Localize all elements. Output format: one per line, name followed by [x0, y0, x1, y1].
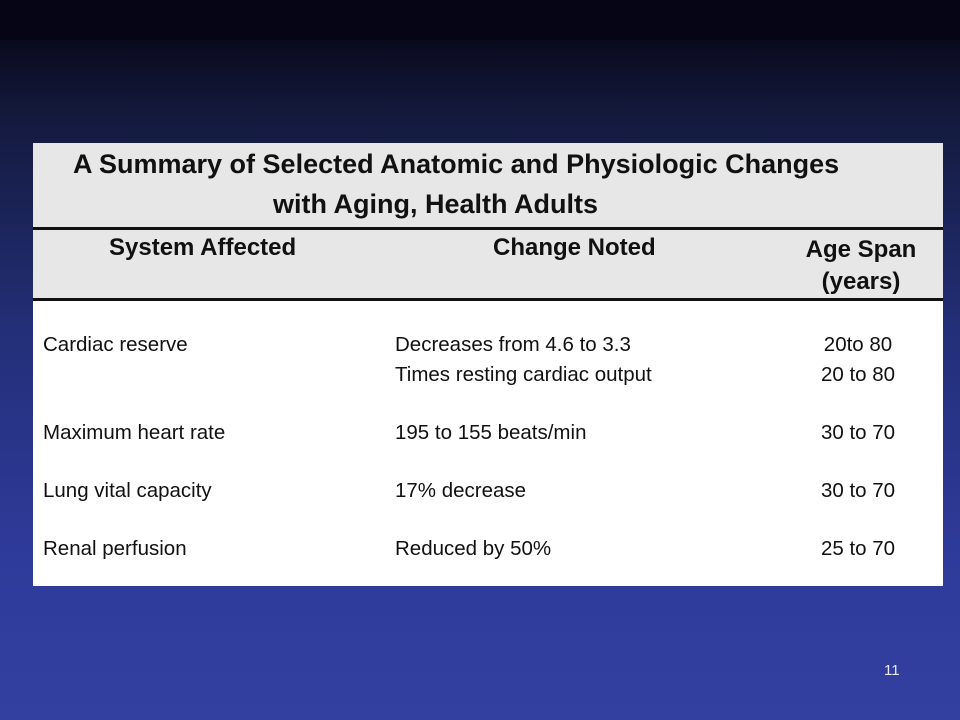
table-cell-age: 30 to 70 — [820, 479, 896, 502]
table-cell-age: 20 to 80 — [820, 363, 896, 386]
table-cell-age: 20to 80 — [823, 333, 893, 356]
table-cell-age: 30 to 70 — [820, 421, 896, 444]
header-divider — [33, 298, 943, 301]
table-title-line-2: with Aging, Health Adults — [273, 189, 598, 219]
table-cell-system: Lung vital capacity — [43, 479, 212, 502]
title-divider — [33, 227, 943, 230]
table-cell-change: 17% decrease — [395, 479, 527, 502]
header-change-noted: Change Noted — [493, 234, 656, 261]
header-age-span: Age Span (years) — [801, 234, 921, 298]
table-cell-system: Renal perfusion — [43, 537, 187, 560]
table-cell-system: Maximum heart rate — [43, 421, 226, 444]
header-age-span-line-2: (years) — [821, 268, 901, 295]
table-cell-change: Reduced by 50% — [395, 537, 552, 560]
table-cell-change: 195 to 155 beats/min — [395, 421, 587, 444]
table-title-area: A Summary of Selected Anatomic and Physi… — [33, 143, 943, 227]
table-cell-age: 25 to 70 — [820, 537, 896, 560]
top-band — [0, 0, 960, 40]
table-cell-change: Decreases from 4.6 to 3.3 — [395, 333, 631, 356]
header-system-affected: System Affected — [109, 234, 297, 261]
table-header-row: System Affected Change Noted Age Span (y… — [33, 230, 943, 298]
summary-table: A Summary of Selected Anatomic and Physi… — [33, 143, 943, 586]
page-number: 11 — [884, 662, 900, 679]
table-title-line-1: A Summary of Selected Anatomic and Physi… — [73, 149, 840, 179]
header-age-span-line-1: Age Span — [805, 236, 917, 263]
table-cell-change: Times resting cardiac output — [395, 363, 652, 386]
table-cell-system: Cardiac reserve — [43, 333, 188, 356]
